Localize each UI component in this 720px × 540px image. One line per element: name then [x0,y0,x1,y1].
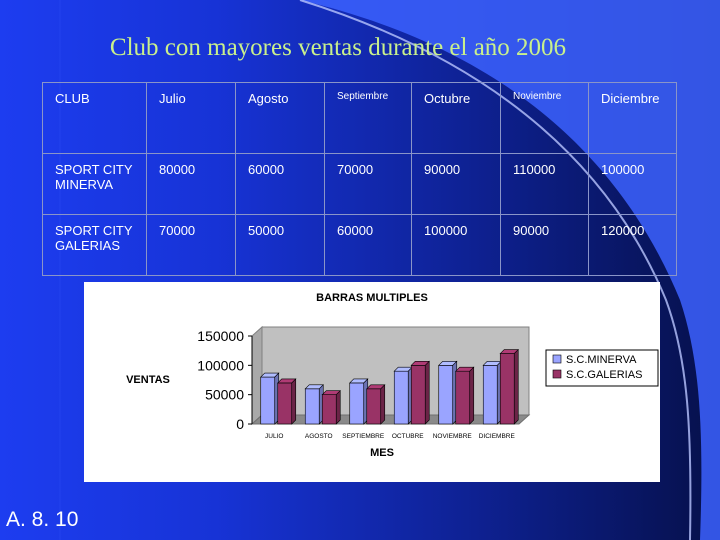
header-club: CLUB [42,82,147,154]
bar [321,394,337,425]
cell-value: 70000 [146,214,236,276]
legend-swatch [552,354,562,364]
legend: S.C.MINERVA S.C.GALERIAS [545,349,659,387]
legend-label: S.C.MINERVA [566,354,637,366]
header-octubre: Octubre [411,82,501,154]
bar [349,382,365,425]
cell-value: 100000 [411,214,501,276]
cell-value: 60000 [324,214,412,276]
cell-club: SPORT CITY MINERVA [42,153,147,215]
x-tick-label: NOVIEMBRE [433,433,473,440]
header-agosto: Agosto [235,82,325,154]
header-diciembre: Diciembre [588,82,677,154]
legend-box [545,349,659,387]
x-tick-label: SEPTIEMBRE [342,433,385,440]
table-row: SPORT CITY MINERVA 80000 60000 70000 900… [42,153,677,215]
y-axis-label: VENTAS [126,374,170,386]
header-julio: Julio [146,82,236,154]
chart-panel: BARRAS MULTIPLES VENTAS MES 0 50000 100000… [84,282,660,482]
plot-area: 0 50000 100000 150000 JULIO AGOSTO SEPTIEMBRE O… [197,325,531,440]
cell-value: 60000 [235,153,325,215]
bar-side [335,389,341,425]
bar [455,370,471,425]
cell-value: 50000 [235,214,325,276]
bar-side [513,348,519,425]
x-tick-label: DICIEMBRE [479,433,516,440]
bar [304,388,320,425]
bar-side [424,360,430,425]
table-header-row: CLUB Julio Agosto Septiembre Octubre Nov… [42,82,677,154]
x-tick-label: JULIO [265,433,283,440]
cell-value: 120000 [588,214,677,276]
legend-label: S.C.GALERIAS [566,369,642,381]
bar [260,376,276,425]
y-tick-label: 0 [236,416,244,432]
bar-chart: BARRAS MULTIPLES VENTAS MES 0 50000 100000… [126,292,659,459]
bar [277,382,293,425]
cell-value: 100000 [588,153,677,215]
y-tick-label: 150000 [197,328,244,344]
cell-value: 90000 [500,214,589,276]
bar [438,365,454,425]
bar [499,353,515,425]
x-axis-label: MES [370,447,394,459]
header-noviembre: Noviembre [500,82,589,154]
bar-side [380,384,386,425]
slide-number: A. 8. 10 [6,508,79,531]
bar-side [469,366,475,425]
header-septiembre: Septiembre [324,82,412,154]
bar [393,370,409,425]
cell-value: 70000 [324,153,412,215]
chart-title: BARRAS MULTIPLES [316,292,428,304]
bar-side [291,378,297,425]
sales-table: CLUB Julio Agosto Septiembre Octubre Nov… [42,82,677,276]
cell-value: 80000 [146,153,236,215]
cell-club: SPORT CITY GALERIAS [42,214,147,276]
y-tick-label: 50000 [205,387,244,403]
cell-value: 90000 [411,153,501,215]
y-tick-label: 100000 [197,357,244,373]
slide-title: Club con mayores ventas durante el año 2… [109,34,567,61]
legend-swatch [552,369,562,379]
x-tick-label: AGOSTO [305,433,333,440]
table-row: SPORT CITY GALERIAS 70000 50000 60000 10… [42,214,677,276]
bar [410,365,426,425]
bar [482,365,498,425]
x-tick-label: OCTUBRE [392,433,424,440]
cell-value: 110000 [500,153,589,215]
bar [366,388,382,425]
